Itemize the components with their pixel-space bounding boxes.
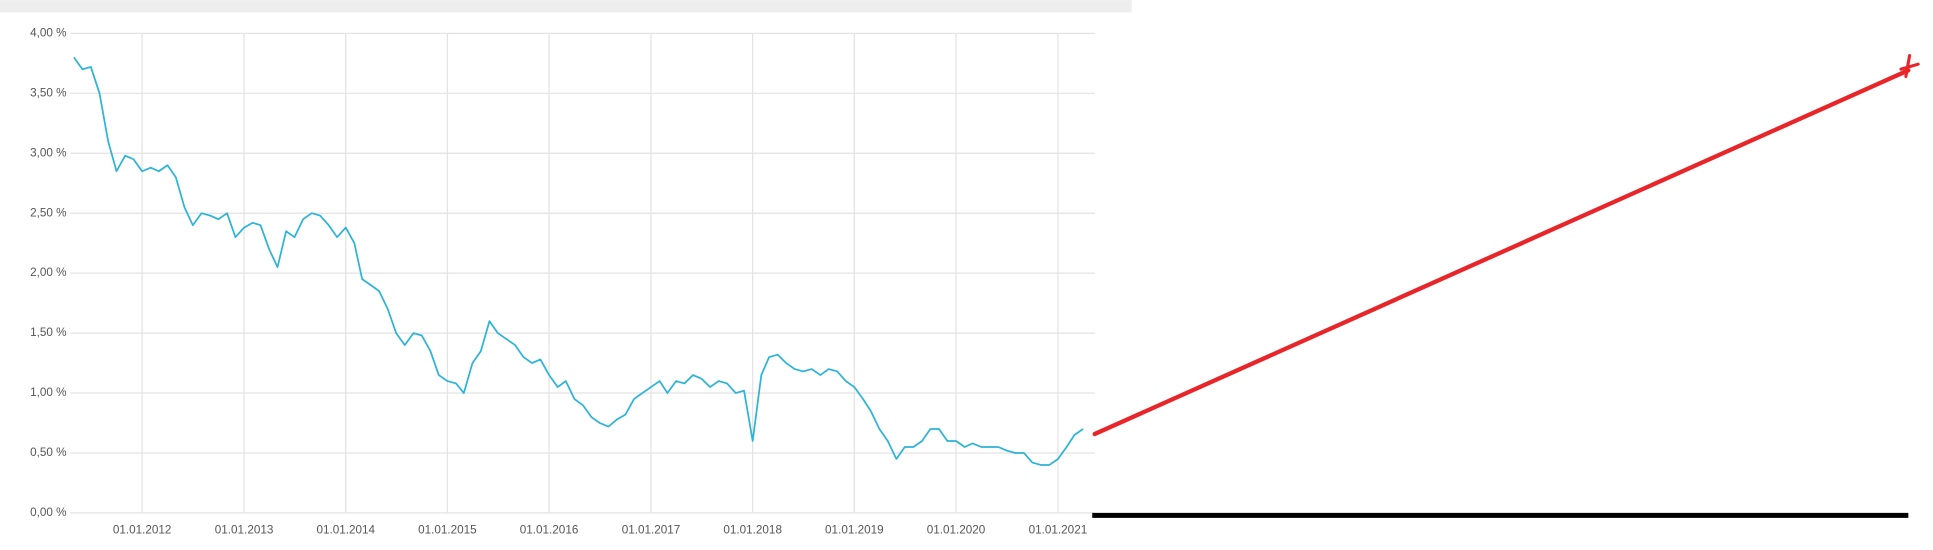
x-tick-label: 01.01.2014 bbox=[316, 523, 375, 536]
y-tick-label: 4,00 % bbox=[30, 26, 66, 39]
y-tick-label: 2,00 % bbox=[30, 266, 66, 279]
x-tick-label: 01.01.2019 bbox=[825, 523, 884, 536]
cross-annotation bbox=[1899, 54, 1920, 79]
x-tick-label: 01.01.2017 bbox=[622, 523, 681, 536]
y-tick-label: 3,50 % bbox=[30, 86, 66, 99]
plot bbox=[73, 56, 1084, 466]
y-tick-label: 1,00 % bbox=[30, 386, 66, 399]
data-line bbox=[73, 56, 1084, 466]
y-tick-label: 1,50 % bbox=[30, 326, 66, 339]
x-tick-label: 01.01.2021 bbox=[1029, 523, 1088, 536]
y-tick-label: 2,50 % bbox=[30, 206, 66, 219]
x-tick-label: 01.01.2020 bbox=[927, 523, 986, 536]
projection-annotation bbox=[1092, 68, 1911, 437]
x-tick-label: 01.01.2013 bbox=[215, 523, 274, 536]
x-tick-label: 01.01.2012 bbox=[113, 523, 172, 536]
top-bar bbox=[0, 0, 1132, 13]
y-tick-label: 0,50 % bbox=[30, 446, 66, 459]
x-tick-label: 01.01.2018 bbox=[723, 523, 782, 536]
x-tick-label: 01.01.2015 bbox=[418, 523, 477, 536]
y-tick-label: 0,00 % bbox=[30, 506, 66, 519]
x-tick-label: 01.01.2016 bbox=[520, 523, 579, 536]
grid: 0,00 % 0,50 % 1,00 % 1,50 % 2,00 % 2,50 % 3,00… bbox=[30, 26, 1095, 536]
y-tick-label: 3,00 % bbox=[30, 146, 66, 159]
